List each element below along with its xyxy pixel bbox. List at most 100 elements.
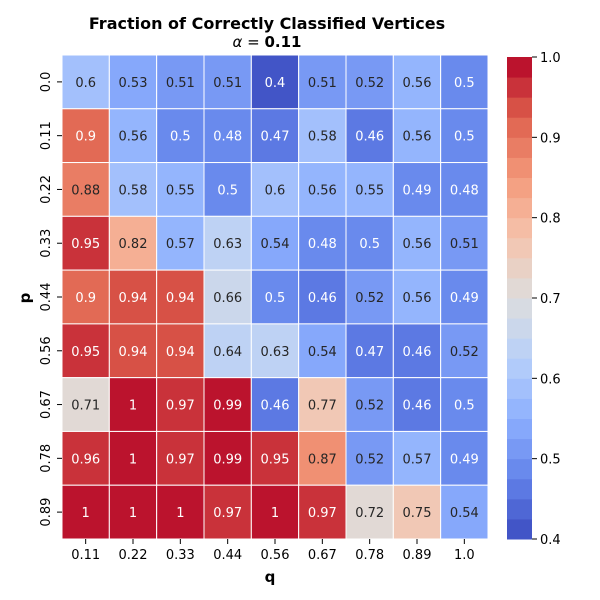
y-tick-label: 0.0	[39, 72, 54, 93]
cell-value-label: 0.95	[261, 452, 290, 467]
chart-title: Fraction of Correctly Classified Vertice…	[89, 14, 445, 33]
colorbar-segment	[507, 398, 532, 419]
colorbar-tick-label: 0.7	[540, 292, 561, 307]
cell-value-label: 0.46	[355, 130, 384, 145]
y-tick-label: 0.67	[39, 390, 54, 419]
heatmap-cell	[156, 484, 205, 540]
heatmap-cell	[440, 215, 489, 271]
y-tick-label: 0.22	[39, 175, 54, 204]
heatmap-cells: 0.6 0.53 0.51 0.51 0.4 0.51 0.52 0.56 0.50.9 0.56…	[61, 54, 489, 540]
cell-value-label: 0.9	[75, 291, 96, 306]
x-tick-label: 0.67	[308, 548, 337, 563]
colorbar-segment	[507, 97, 532, 118]
cell-value-label: 0.52	[450, 345, 479, 360]
cell-value-label: 0.5	[170, 130, 191, 145]
colorbar-segment	[507, 518, 532, 540]
cell-value-label: 0.6	[265, 183, 286, 198]
colorbar: 0.4 0.5 0.6 0.7 0.8 0.9 1.0	[507, 51, 561, 548]
heatmap-cell	[156, 323, 205, 379]
heatmap-cell	[250, 162, 300, 217]
colorbar-segment	[507, 137, 532, 158]
cell-value-label: 0.55	[166, 183, 195, 198]
heatmap-cell	[345, 430, 394, 486]
cell-value-label: 0.47	[355, 345, 384, 360]
heatmap-cell	[156, 108, 205, 164]
cell-value-label: 0.56	[308, 183, 337, 198]
heatmap-cell	[156, 54, 205, 110]
cell-value-label: 0.49	[403, 183, 432, 198]
heatmap-cell	[440, 269, 489, 325]
heatmap-cell	[440, 430, 489, 486]
cell-value-label: 0.75	[403, 506, 432, 521]
cell-value-label: 1	[129, 452, 137, 467]
cell-value-label: 0.97	[166, 452, 195, 467]
heatmap-cell	[345, 484, 394, 540]
cell-value-label: 0.5	[359, 237, 380, 252]
heatmap-cell	[440, 108, 489, 164]
heatmap-cell	[61, 215, 110, 271]
cell-value-label: 0.71	[71, 399, 100, 414]
cell-value-label: 0.52	[355, 291, 384, 306]
heatmap-cell	[345, 377, 394, 432]
heatmap-cell	[203, 430, 252, 486]
heatmap-cell	[203, 323, 252, 379]
cell-value-label: 0.5	[454, 76, 475, 91]
heatmap-cell	[345, 269, 394, 325]
heatmap-cell	[250, 484, 300, 540]
cell-value-label: 0.95	[71, 237, 100, 252]
cell-value-label: 0.53	[119, 76, 148, 91]
x-tick-label: 1.0	[454, 548, 475, 563]
cell-value-label: 0.57	[166, 237, 195, 252]
heatmap-cell	[203, 162, 252, 217]
heatmap-cell	[61, 108, 110, 164]
heatmap-cell	[156, 162, 205, 217]
heatmap-cell	[108, 162, 158, 217]
heatmap-cell	[203, 484, 252, 540]
heatmap-cell	[203, 269, 252, 325]
x-tick-label: 0.11	[71, 548, 100, 563]
cell-value-label: 0.64	[213, 345, 242, 360]
cell-value-label: 0.58	[308, 130, 337, 145]
colorbar-segment	[507, 77, 532, 98]
colorbar-segment	[507, 277, 532, 299]
heatmap-cell	[440, 323, 489, 379]
cell-value-label: 0.66	[213, 291, 242, 306]
heatmap-cell	[108, 323, 158, 379]
colorbar-tick-label: 0.4	[540, 533, 561, 548]
colorbar-segment	[507, 478, 532, 500]
subtitle-equals: =	[242, 33, 264, 51]
colorbar-segment	[507, 458, 532, 480]
cell-value-label: 0.49	[450, 291, 479, 306]
heatmap-cell	[250, 430, 300, 486]
heatmap-cell	[108, 54, 158, 110]
cell-value-label: 0.5	[454, 130, 475, 145]
cell-value-label: 1	[176, 506, 184, 521]
cell-value-label: 0.51	[213, 76, 242, 91]
heatmap-cell	[61, 377, 110, 432]
heatmap-cell	[61, 54, 110, 110]
heatmap-cell	[108, 377, 158, 432]
cell-value-label: 0.99	[213, 452, 242, 467]
y-tick-label: 0.11	[39, 121, 54, 150]
colorbar-tick-label: 0.8	[540, 212, 561, 227]
cell-value-label: 0.54	[261, 237, 290, 252]
cell-value-label: 0.72	[355, 506, 384, 521]
y-tick-label: 0.44	[39, 283, 54, 312]
colorbar-segment	[507, 498, 532, 520]
cell-value-label: 0.99	[213, 399, 242, 414]
heatmap-cell	[61, 269, 110, 325]
cell-value-label: 0.52	[355, 399, 384, 414]
cell-value-label: 0.52	[355, 452, 384, 467]
cell-value-label: 0.48	[308, 237, 337, 252]
colorbar-segment	[507, 257, 532, 279]
cell-value-label: 0.58	[119, 183, 148, 198]
colorbar-tick-label: 1.0	[540, 51, 561, 66]
y-tick-label: 0.56	[39, 336, 54, 365]
cell-value-label: 0.94	[166, 345, 195, 360]
cell-value-label: 0.6	[75, 76, 96, 91]
cell-value-label: 0.55	[355, 183, 384, 198]
heatmap-cell	[61, 323, 110, 379]
heatmap-cell	[298, 484, 347, 540]
cell-value-label: 0.56	[403, 291, 432, 306]
heatmap-cell	[61, 430, 110, 486]
